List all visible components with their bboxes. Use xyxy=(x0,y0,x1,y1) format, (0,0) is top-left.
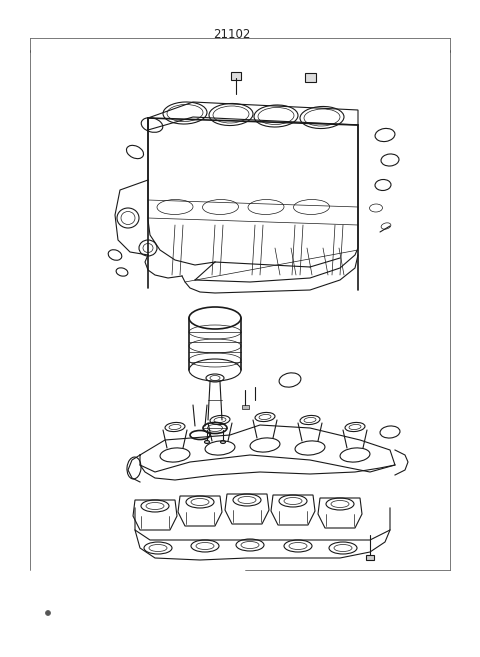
Bar xyxy=(231,72,241,80)
Bar xyxy=(242,405,249,409)
Circle shape xyxy=(46,610,50,616)
Bar xyxy=(366,555,374,560)
Ellipse shape xyxy=(220,440,226,443)
Ellipse shape xyxy=(204,440,209,443)
Text: 21102: 21102 xyxy=(213,28,251,41)
Bar xyxy=(305,73,316,82)
